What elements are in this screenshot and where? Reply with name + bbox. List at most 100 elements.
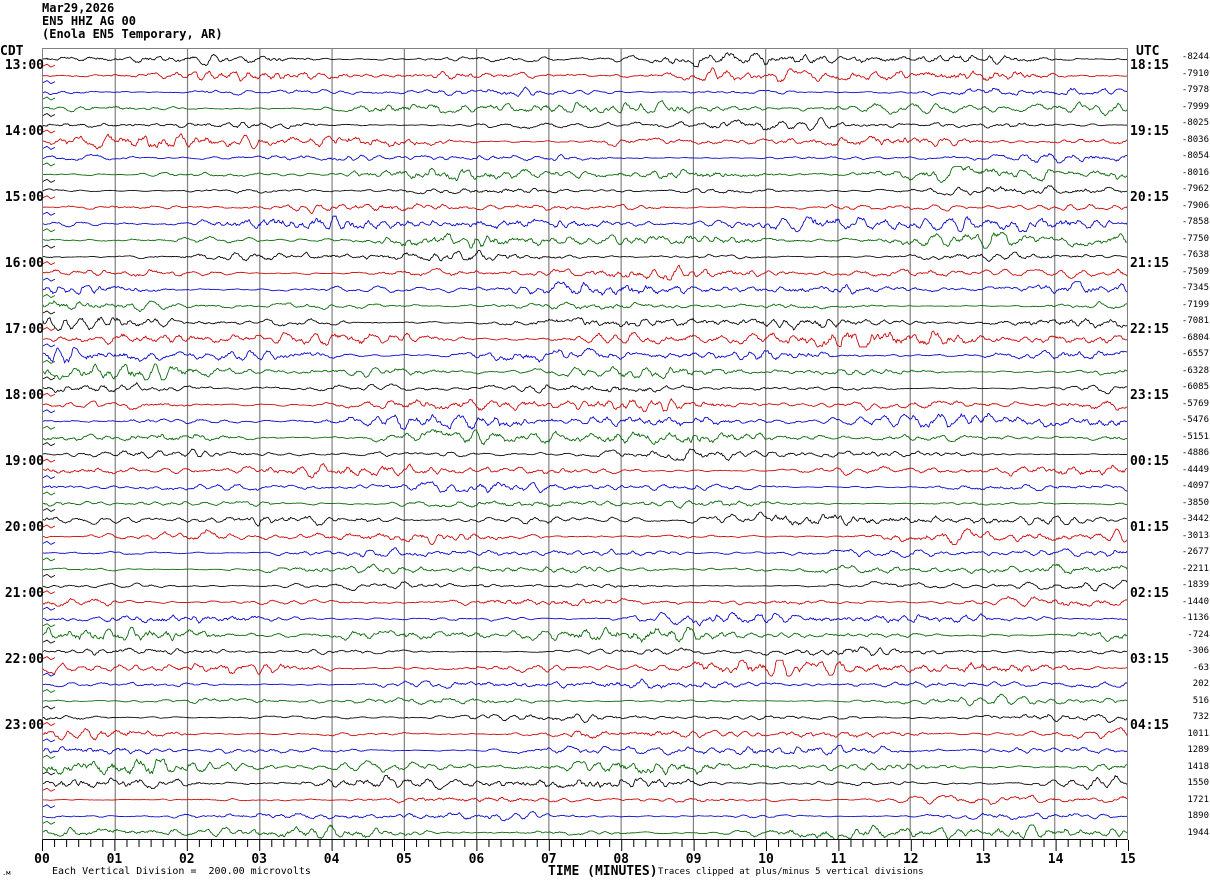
row-scale-value: 1890 [1187,811,1209,822]
right-hour-label: 18:15 [1130,57,1170,73]
row-scale-value: 1289 [1187,745,1209,756]
row-scale-value: -5769 [1181,398,1209,409]
row-scale-value: 202 [1192,679,1209,690]
right-hour-label: 19:15 [1130,123,1170,139]
row-scale-value: -7199 [1181,299,1209,310]
row-scale-value: -1839 [1181,580,1209,591]
row-scale-value: -6328 [1181,365,1209,376]
x-tick-label: 10 [758,852,774,867]
footer-tiny-marker: .м [2,869,11,877]
row-scale-value: -8054 [1181,151,1209,162]
header-station: EN5 HHZ AG 00 [42,14,136,28]
x-tick-label: 04 [323,852,340,867]
x-tick-label: 07 [540,852,557,867]
row-scale-value: 1721 [1187,794,1209,805]
row-scale-value: -8016 [1181,167,1209,178]
x-tick-label: 00 [34,852,50,867]
x-tick-label: 11 [830,852,847,867]
right-hour-label: 04:15 [1130,717,1170,733]
header-network-description: (Enola EN5 Temporary, AR) [42,27,223,41]
row-scale-value: 732 [1192,712,1209,723]
left-hour-label: 18:00 [4,387,44,403]
header-date: Mar29,2026 [42,1,115,15]
row-scale-value: -7962 [1181,184,1209,195]
row-scale-value: -3442 [1181,514,1209,525]
right-hour-label: 20:15 [1130,189,1170,205]
x-tick-label: 09 [685,852,702,867]
row-scale-value: 1944 [1187,827,1209,838]
row-scale-value: -7081 [1181,316,1209,327]
left-hour-label: 19:00 [4,453,44,469]
right-hour-label: 22:15 [1130,321,1170,337]
right-hour-label: 01:15 [1130,519,1170,535]
row-scale-value: -2677 [1181,547,1209,558]
row-scale-value: -6804 [1181,332,1209,343]
left-timezone-label: CDT [0,44,24,59]
row-scale-value: -7910 [1181,68,1209,79]
left-hour-label: 22:00 [4,651,44,667]
row-scale-value: -8025 [1181,118,1209,129]
row-scale-value: -724 [1187,629,1209,640]
x-tick-label: 06 [468,852,485,867]
footer-vertical-division-note: Each Vertical Division = 200.00 microvol… [52,866,311,877]
row-scale-value: 1418 [1187,761,1209,772]
left-hour-label: 13:00 [4,57,44,73]
row-scale-value: -6557 [1181,349,1209,360]
row-scale-value: -4886 [1181,448,1209,459]
row-scale-value: -7978 [1181,85,1209,96]
x-tick-label: 03 [251,852,268,867]
row-scale-value: -8036 [1181,134,1209,145]
row-scale-value: 1011 [1187,728,1209,739]
left-hour-label: 17:00 [4,321,44,337]
row-scale-value: -2211 [1181,563,1209,574]
right-timezone-label: UTC [1136,44,1160,59]
x-tick-label: 05 [396,852,412,867]
row-scale-value: -7750 [1181,233,1209,244]
row-scale-value: -7906 [1181,200,1209,211]
row-scale-value: 516 [1192,695,1209,706]
trace-layer [43,52,1127,839]
left-hour-label: 15:00 [4,189,44,205]
row-scale-value: -3850 [1181,497,1209,508]
row-scale-value: -7638 [1181,250,1209,261]
header-block: Mar29,2026 EN5 HHZ AG 00 (Enola EN5 Temp… [42,2,223,41]
right-hour-label: 21:15 [1130,255,1170,271]
row-scale-value: -4097 [1181,481,1209,492]
row-scale-value: -7858 [1181,217,1209,228]
x-tick-label: 15 [1120,852,1136,867]
row-scale-value: -6085 [1181,382,1209,393]
right-hour-label: 02:15 [1130,585,1170,601]
x-tick-label: 14 [1047,852,1064,867]
footer-clipping-note: Traces clipped at plus/minus 5 vertical … [658,867,924,877]
right-hour-label: 00:15 [1130,453,1170,469]
left-hour-label: 14:00 [4,123,44,139]
row-scale-value: -8244 [1181,52,1209,63]
x-tick-label: 13 [975,852,992,867]
row-scale-value: -7345 [1181,283,1209,294]
row-scale-value: -5151 [1181,431,1209,442]
row-scale-value: -5476 [1181,415,1209,426]
right-hour-label: 03:15 [1130,651,1170,667]
row-scale-value: -4449 [1181,464,1209,475]
right-hour-label: 23:15 [1130,387,1170,403]
x-axis-ticks [42,840,1129,851]
row-scale-value: 1550 [1187,778,1209,789]
row-scale-value: -1136 [1181,613,1209,624]
left-hour-label: 21:00 [4,585,44,601]
seismogram-plot[interactable] [42,48,1128,840]
grid-layer [114,49,1056,839]
left-hour-label: 20:00 [4,519,44,535]
row-scale-value: -3013 [1181,530,1209,541]
x-axis-title: TIME (MINUTES) [548,864,658,879]
x-tick-label: 01 [106,852,123,867]
row-scale-value: -7509 [1181,266,1209,277]
x-tick-label: 02 [178,852,195,867]
row-scale-value: -63 [1192,662,1209,673]
row-scale-value: -7999 [1181,101,1209,112]
left-hour-label: 23:00 [4,717,44,733]
left-hour-label: 16:00 [4,255,44,271]
x-tick-label: 08 [613,852,630,867]
row-scale-value: -306 [1187,646,1209,657]
row-scale-value: -1440 [1181,596,1209,607]
